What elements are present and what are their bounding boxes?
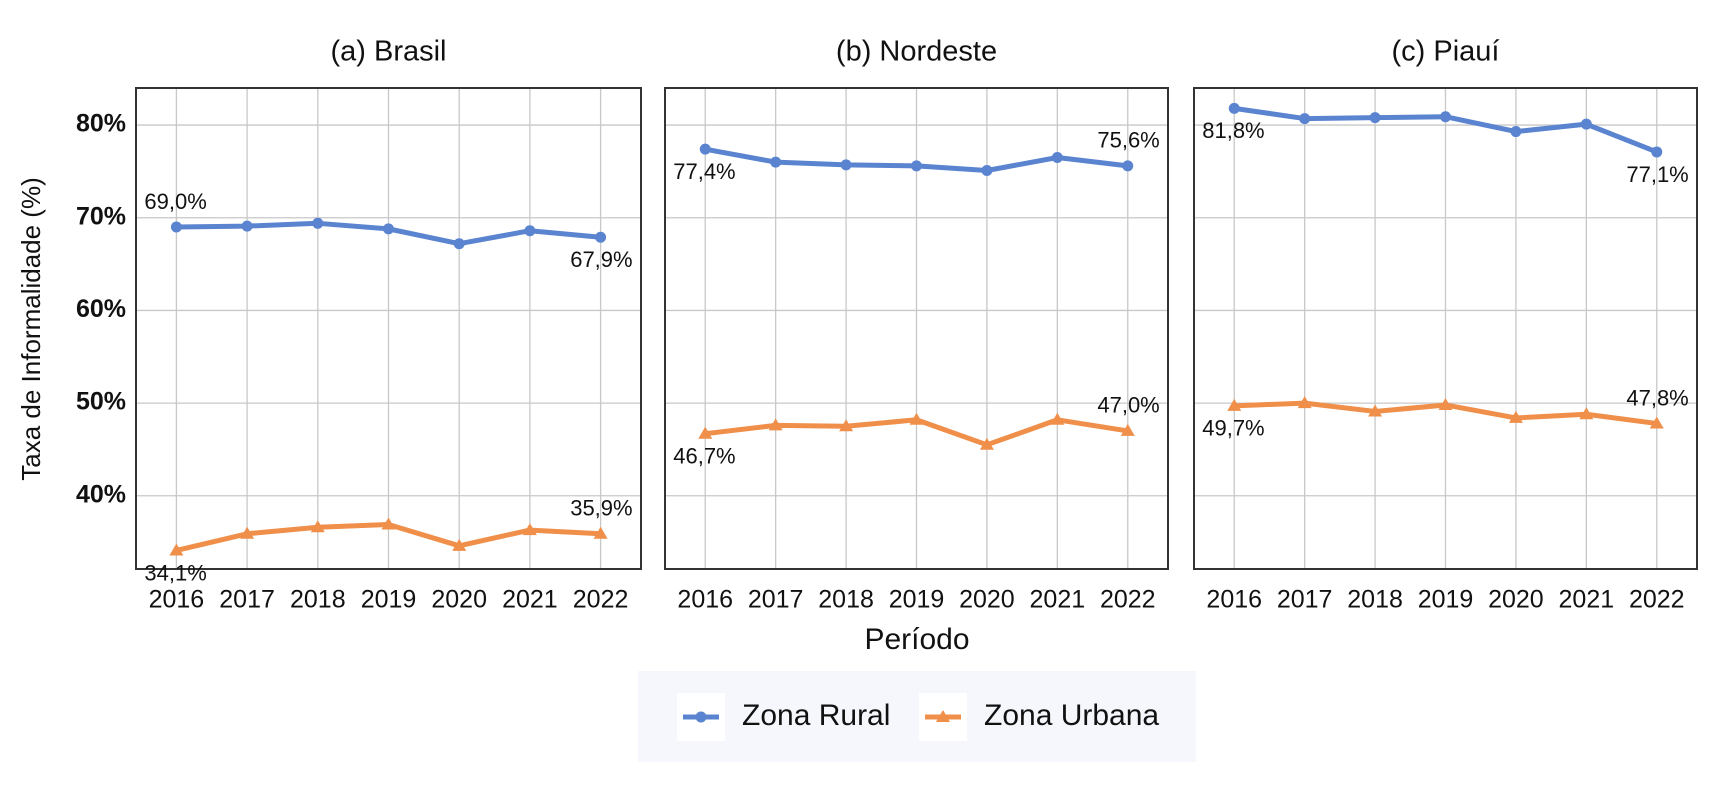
- legend-label: Zona Urbana: [984, 699, 1159, 732]
- value-label: 69,0%: [144, 189, 206, 214]
- panel-title: (a) Brasil: [330, 36, 446, 68]
- value-label: 77,1%: [1626, 162, 1688, 187]
- x-tick-label: 2017: [219, 586, 275, 614]
- marker: [1440, 111, 1451, 123]
- x-tick-label: 2020: [1488, 586, 1544, 614]
- x-tick-label: 2021: [1559, 586, 1615, 614]
- marker: [312, 217, 324, 229]
- marker: [310, 520, 325, 533]
- x-tick-label: 2020: [959, 586, 1015, 614]
- x-tick-label: 2016: [677, 586, 733, 614]
- marker: [1510, 126, 1522, 138]
- marker: [1438, 397, 1453, 410]
- x-tick-label: 2022: [573, 586, 629, 614]
- value-label: 49,7%: [1202, 416, 1264, 441]
- y-tick-label: 60%: [76, 295, 126, 323]
- value-label: 47,8%: [1626, 385, 1688, 410]
- x-tick-label: 2018: [1347, 586, 1403, 614]
- value-label: 35,9%: [570, 496, 632, 521]
- marker: [979, 437, 994, 450]
- marker: [170, 221, 182, 233]
- x-tick-label: 2016: [1206, 586, 1262, 614]
- marker: [840, 159, 852, 171]
- marker: [522, 523, 537, 536]
- marker: [1050, 412, 1065, 425]
- marker: [595, 231, 607, 243]
- marker: [524, 225, 536, 237]
- marker: [1051, 152, 1063, 164]
- marker: [1227, 398, 1242, 411]
- marker: [1368, 404, 1383, 417]
- marker: [909, 412, 924, 425]
- panel-title: (b) Nordeste: [836, 36, 997, 68]
- marker: [1369, 112, 1381, 124]
- marker: [911, 160, 922, 172]
- marker: [1120, 423, 1135, 436]
- value-label: 67,9%: [570, 247, 632, 272]
- value-label: 75,6%: [1097, 128, 1159, 153]
- value-label: 34,1%: [144, 560, 206, 585]
- legend-marker: [936, 710, 950, 722]
- x-tick-label: 2016: [149, 586, 205, 614]
- marker: [698, 426, 713, 439]
- y-tick-label: 40%: [76, 480, 126, 508]
- marker: [1579, 407, 1594, 420]
- x-tick-label: 2021: [1030, 586, 1086, 614]
- x-tick-label: 2021: [502, 586, 558, 614]
- x-tick-label: 2019: [889, 586, 945, 614]
- x-tick-label: 2019: [361, 586, 417, 614]
- value-label: 46,7%: [673, 444, 735, 469]
- marker: [981, 164, 993, 176]
- x-tick-label: 2019: [1418, 586, 1474, 614]
- value-label: 47,0%: [1097, 393, 1159, 418]
- y-tick-label: 80%: [76, 110, 126, 138]
- marker: [1508, 410, 1523, 423]
- plot-frame: [135, 87, 642, 570]
- x-tick-label: 2022: [1629, 586, 1685, 614]
- y-axis-label: Taxa de Informalidade (%): [16, 177, 46, 480]
- marker: [452, 538, 467, 551]
- legend-box: [638, 671, 1196, 762]
- value-label: 81,8%: [1202, 118, 1264, 143]
- marker: [1228, 102, 1240, 114]
- marker: [1122, 160, 1134, 172]
- marker: [383, 223, 394, 235]
- marker: [241, 220, 253, 232]
- y-tick-label: 70%: [76, 202, 126, 230]
- marker: [381, 517, 396, 530]
- marker: [1651, 146, 1663, 158]
- x-axis-label: Período: [864, 623, 969, 656]
- x-tick-label: 2017: [748, 586, 804, 614]
- x-tick-label: 2022: [1100, 586, 1156, 614]
- marker: [770, 156, 782, 168]
- marker: [839, 419, 854, 432]
- marker: [169, 543, 184, 556]
- marker: [699, 143, 711, 155]
- marker: [240, 526, 255, 539]
- x-tick-label: 2017: [1277, 586, 1333, 614]
- x-tick-label: 2018: [290, 586, 346, 614]
- y-tick-label: 50%: [76, 388, 126, 416]
- x-tick-label: 2018: [818, 586, 874, 614]
- legend-marker: [695, 711, 707, 723]
- marker: [768, 418, 783, 431]
- marker: [1299, 113, 1311, 125]
- panel-title: (c) Piauí: [1392, 36, 1500, 68]
- marker: [593, 526, 608, 539]
- value-label: 77,4%: [673, 159, 735, 184]
- plot-frame: [664, 87, 1169, 570]
- legend-label: Zona Rural: [742, 699, 890, 732]
- marker: [453, 238, 465, 250]
- marker: [1297, 396, 1312, 409]
- plot-frame: [1193, 87, 1698, 570]
- marker: [1580, 118, 1592, 130]
- marker: [1649, 416, 1664, 429]
- x-tick-label: 2020: [431, 586, 487, 614]
